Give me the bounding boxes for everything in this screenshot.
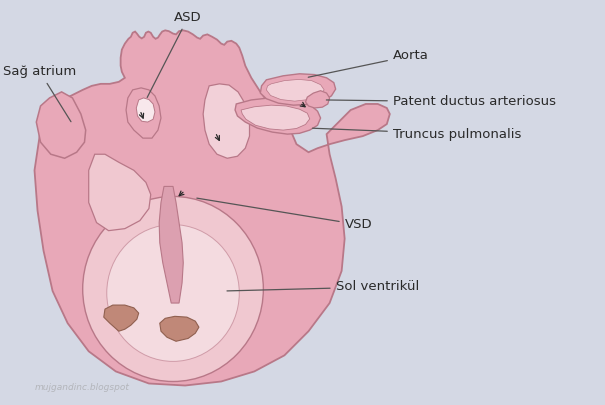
Polygon shape [104, 305, 139, 331]
Text: Aorta: Aorta [308, 49, 429, 77]
Text: Sağ atrium: Sağ atrium [3, 65, 76, 122]
Polygon shape [36, 92, 86, 158]
Text: Sol ventrikül: Sol ventrikül [227, 281, 419, 294]
Polygon shape [260, 74, 336, 105]
Polygon shape [136, 98, 155, 122]
Text: Truncus pulmonalis: Truncus pulmonalis [313, 128, 522, 141]
Text: ASD: ASD [147, 11, 202, 98]
Polygon shape [241, 105, 310, 130]
Ellipse shape [106, 225, 239, 361]
Polygon shape [266, 79, 324, 101]
Polygon shape [160, 316, 199, 341]
Polygon shape [306, 91, 330, 108]
Polygon shape [235, 98, 321, 134]
Ellipse shape [83, 196, 263, 382]
Polygon shape [89, 154, 151, 231]
Text: Patent ductus arteriosus: Patent ductus arteriosus [326, 96, 556, 109]
Text: VSD: VSD [197, 198, 372, 231]
Polygon shape [34, 30, 390, 386]
Polygon shape [159, 186, 183, 303]
Text: mujgandinc.blogspot: mujgandinc.blogspot [34, 383, 129, 392]
Polygon shape [126, 88, 161, 138]
Polygon shape [203, 84, 249, 158]
